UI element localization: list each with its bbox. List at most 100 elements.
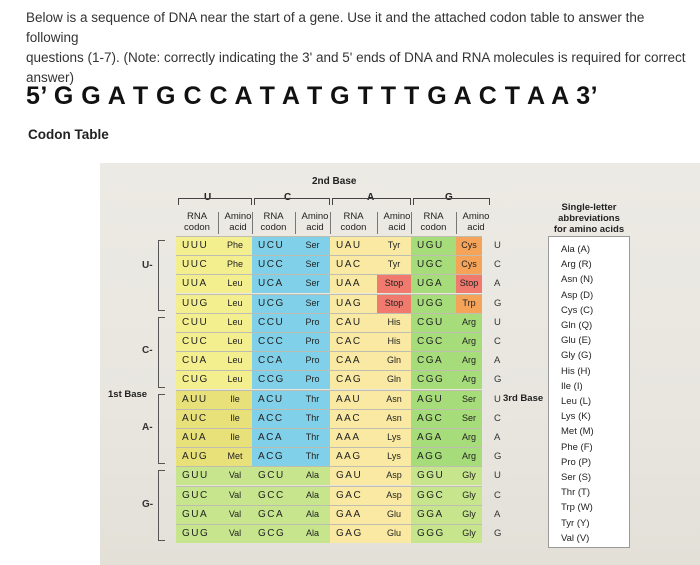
header-separator <box>330 212 331 234</box>
rna-codon-cell: GAU <box>330 466 377 486</box>
column-header-text: Amino acid <box>383 211 411 233</box>
amino-acid-cell: Gly <box>456 466 482 486</box>
rna-codon-cell: ACC <box>252 408 295 428</box>
amino-acid-cell: Stop <box>377 274 411 294</box>
question-line-1: Below is a sequence of DNA near the star… <box>26 10 645 45</box>
rna-codon-cell: AGU <box>411 389 456 409</box>
abbreviation-item: His (H) <box>561 365 591 377</box>
rna-codon-cell: CAC <box>330 332 377 351</box>
second-base-label: 2nd Base <box>312 176 357 187</box>
amino-acid-cell: Ser <box>456 389 482 409</box>
first-base-letter: C- <box>142 345 153 357</box>
row-divider <box>176 332 482 333</box>
rna-codon-cell: AAA <box>330 428 377 447</box>
column-header-text: Amino acid <box>462 211 490 233</box>
amino-acid-cell: Leu <box>218 370 252 390</box>
amino-acid-cell: Trp <box>456 293 482 313</box>
rna-codon-cell: GUC <box>176 485 218 505</box>
rna-codon-cell: CGU <box>411 312 456 332</box>
rna-codon-cell: GUU <box>176 466 218 486</box>
abbreviations-box: Ala (A) Arg (R) Asn (N) Asp (D) Cys (C) Gln (… <box>548 236 630 548</box>
row-divider <box>176 370 482 372</box>
third-base-letter: C <box>494 336 501 347</box>
amino-acid-cell: Gln <box>377 351 411 371</box>
row-divider <box>176 351 482 353</box>
amino-acid-cell: Gly <box>456 524 482 543</box>
amino-acid-cell: Ser <box>295 293 330 313</box>
third-base-letter: U <box>494 240 501 251</box>
amino-acid-cell: Ser <box>456 408 482 428</box>
third-base-letter: G <box>494 528 502 539</box>
column-header-text: RNA codon <box>420 211 447 233</box>
rna-codon-cell: ACA <box>252 428 295 447</box>
third-base-letter: G <box>494 451 502 463</box>
amino-acid-cell: Met <box>218 447 252 467</box>
third-base-letter: A <box>494 508 501 520</box>
amino-acid-cell: Arg <box>456 332 482 351</box>
amino-acid-cell: Ser <box>295 236 330 255</box>
amino-acid-cell: Pro <box>295 312 330 332</box>
top-base-bracket <box>413 198 490 205</box>
codon-table-title: Codon Table <box>28 127 109 142</box>
abbreviation-item: Glu (E) <box>561 335 592 347</box>
rna-codon-cell: GCU <box>252 466 295 486</box>
top-base-g: G <box>445 192 453 203</box>
column-header-text: RNA codon <box>340 211 367 233</box>
rna-codon-cell: UGG <box>411 293 456 313</box>
third-base-letter: C <box>494 412 501 424</box>
amino-acid-cell: Gly <box>456 485 482 505</box>
row-divider <box>176 524 482 525</box>
rna-codon-cell: CAG <box>330 370 377 390</box>
row-divider <box>176 255 482 257</box>
amino-acid-cell: Glu <box>377 504 411 524</box>
rna-codon-cell: CAA <box>330 351 377 371</box>
amino-acid-cell: Phe <box>218 255 252 275</box>
column-header: Amino acid <box>456 211 490 233</box>
amino-acid-cell: Asn <box>377 408 411 428</box>
amino-acid-cell: Pro <box>295 351 330 371</box>
rna-codon-cell: UUG <box>176 293 218 313</box>
rna-codon-cell: CGC <box>411 332 456 351</box>
rna-codon-cell: GGG <box>411 524 456 543</box>
rna-codon-cell: GUA <box>176 504 218 524</box>
abbreviation-item: Ser (S) <box>561 472 592 484</box>
rna-codon-cell: GCC <box>252 485 295 505</box>
rna-codon-cell: CGG <box>411 370 456 390</box>
abbreviation-item: Cys (C) <box>561 304 594 316</box>
rna-codon-cell: CUA <box>176 351 218 371</box>
rna-codon-cell: CAU <box>330 312 377 332</box>
amino-acid-cell: Arg <box>456 312 482 332</box>
top-base-bracket <box>254 198 330 205</box>
header-separator <box>252 212 253 234</box>
amino-acid-cell: Val <box>218 504 252 524</box>
first-base-letter: A- <box>142 422 153 433</box>
rna-codon-cell: UUC <box>176 255 218 275</box>
column-header: RNA codon <box>176 211 218 233</box>
question-text: Below is a sequence of DNA near the star… <box>26 8 691 88</box>
column-header-text: Amino acid <box>224 211 252 233</box>
abbreviation-item: Arg (R) <box>561 259 592 271</box>
rna-codon-cell: GGC <box>411 485 456 505</box>
rna-codon-cell: CCA <box>252 351 295 371</box>
rna-codon-cell: AUG <box>176 447 218 467</box>
rna-codon-cell: UCC <box>252 255 295 275</box>
rna-codon-cell: UUA <box>176 274 218 294</box>
abbreviation-item: Lys (K) <box>561 411 591 423</box>
row-divider <box>176 504 482 506</box>
rna-codon-cell: UCG <box>252 293 295 313</box>
abbreviation-item: Ile (I) <box>561 380 583 392</box>
third-base-letter: A <box>494 355 501 367</box>
rna-codon-cell: CCG <box>252 370 295 390</box>
amino-acid-cell: Gly <box>456 504 482 524</box>
third-base-letter: G <box>494 374 502 386</box>
row-divider <box>176 293 482 295</box>
row-divider <box>176 274 482 276</box>
amino-acid-cell: Asp <box>377 485 411 505</box>
amino-acid-cell: Ile <box>218 408 252 428</box>
row-divider <box>176 485 482 487</box>
amino-acid-cell: Leu <box>218 312 252 332</box>
row-divider <box>176 408 482 410</box>
amino-acid-cell: His <box>377 312 411 332</box>
first-base-label: 1st Base <box>108 389 148 400</box>
rna-codon-cell: CCU <box>252 312 295 332</box>
